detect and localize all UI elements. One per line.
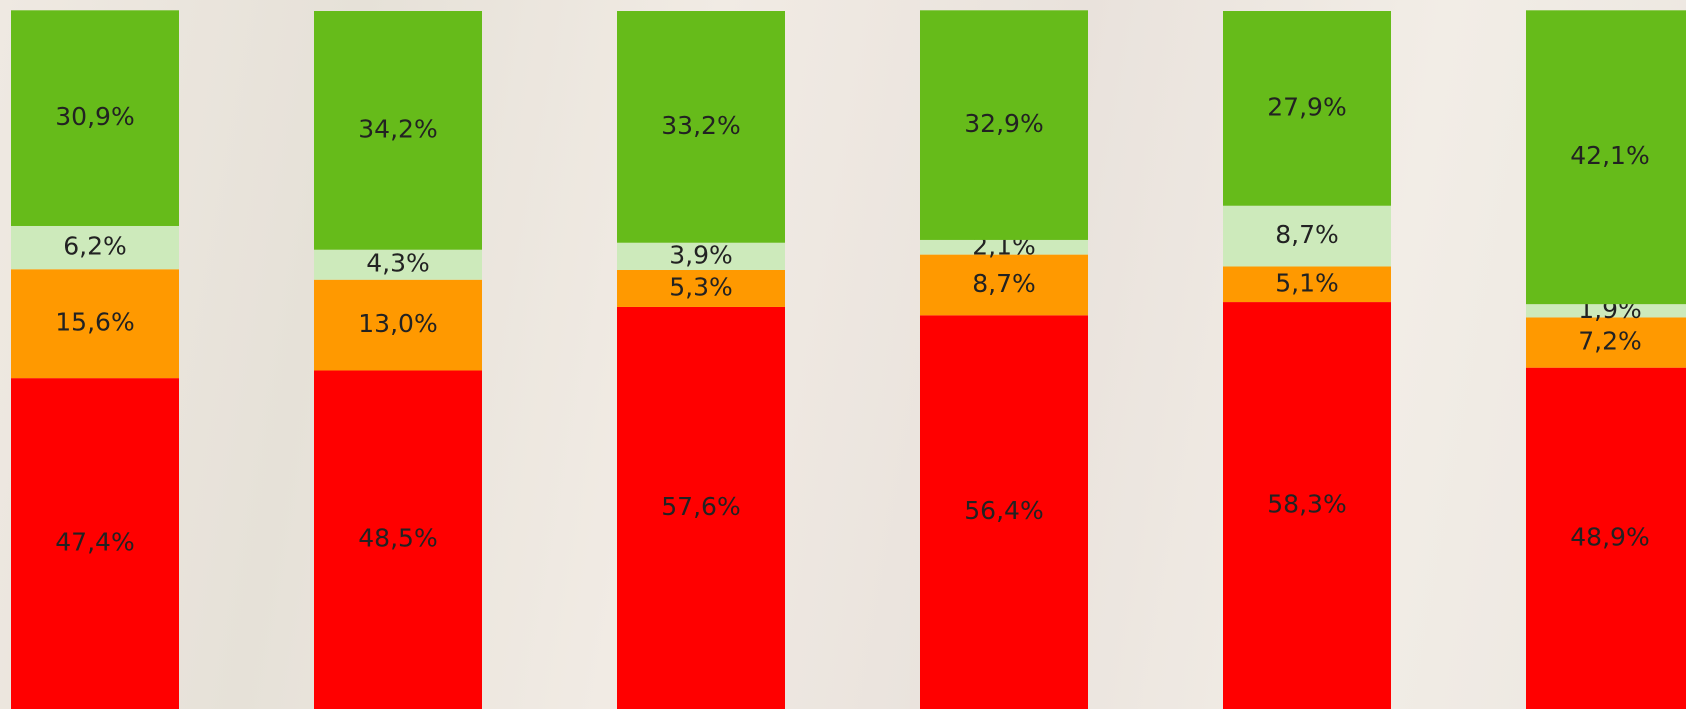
bar-segment <box>11 378 179 709</box>
bar-segment <box>1223 205 1391 267</box>
value-label: 34,2% <box>358 114 437 143</box>
value-label: 8,7% <box>1275 220 1339 249</box>
bar-segment <box>314 11 482 250</box>
bar-segment <box>11 10 179 226</box>
bar-segment <box>314 249 482 280</box>
bar-segment <box>1526 10 1686 305</box>
value-label: 48,5% <box>358 524 437 553</box>
value-label: 5,3% <box>669 272 733 301</box>
value-label: 58,3% <box>1267 490 1346 519</box>
value-label: 15,6% <box>55 308 134 337</box>
bar-segment <box>920 254 1088 316</box>
bar-segment <box>920 239 1088 255</box>
value-label: 4,3% <box>366 249 430 278</box>
value-label: 27,9% <box>1267 92 1346 121</box>
bar-segment <box>1223 11 1391 206</box>
bar-segment <box>1223 266 1391 303</box>
bar-segment <box>11 225 179 270</box>
bar-segment <box>920 10 1088 240</box>
value-label: 42,1% <box>1570 141 1649 170</box>
bar-segment <box>1526 367 1686 709</box>
value-label: 47,4% <box>55 528 134 557</box>
value-label: 8,7% <box>972 269 1036 298</box>
value-label: 33,2% <box>661 111 740 140</box>
bar-segment <box>617 11 785 243</box>
bar-segment <box>617 242 785 270</box>
value-label: 13,0% <box>358 309 437 338</box>
value-label: 3,9% <box>669 240 733 269</box>
bar-segment <box>1223 302 1391 709</box>
value-label: 56,4% <box>964 496 1043 525</box>
bar-segment <box>920 315 1088 709</box>
value-label: 5,1% <box>1275 268 1339 297</box>
value-label: 57,6% <box>661 492 740 521</box>
value-label: 30,9% <box>55 102 134 131</box>
bar-segment <box>11 269 179 379</box>
value-label: 6,2% <box>63 232 127 261</box>
bar-segment <box>1526 317 1686 368</box>
bar-segment <box>314 370 482 709</box>
bar-segment <box>314 279 482 371</box>
value-label: 7,2% <box>1578 327 1642 356</box>
bar-segment <box>617 306 785 709</box>
value-label: 32,9% <box>964 109 1043 138</box>
bar-segment <box>1526 304 1686 318</box>
value-label: 48,9% <box>1570 522 1649 551</box>
bar-segment <box>617 269 785 307</box>
